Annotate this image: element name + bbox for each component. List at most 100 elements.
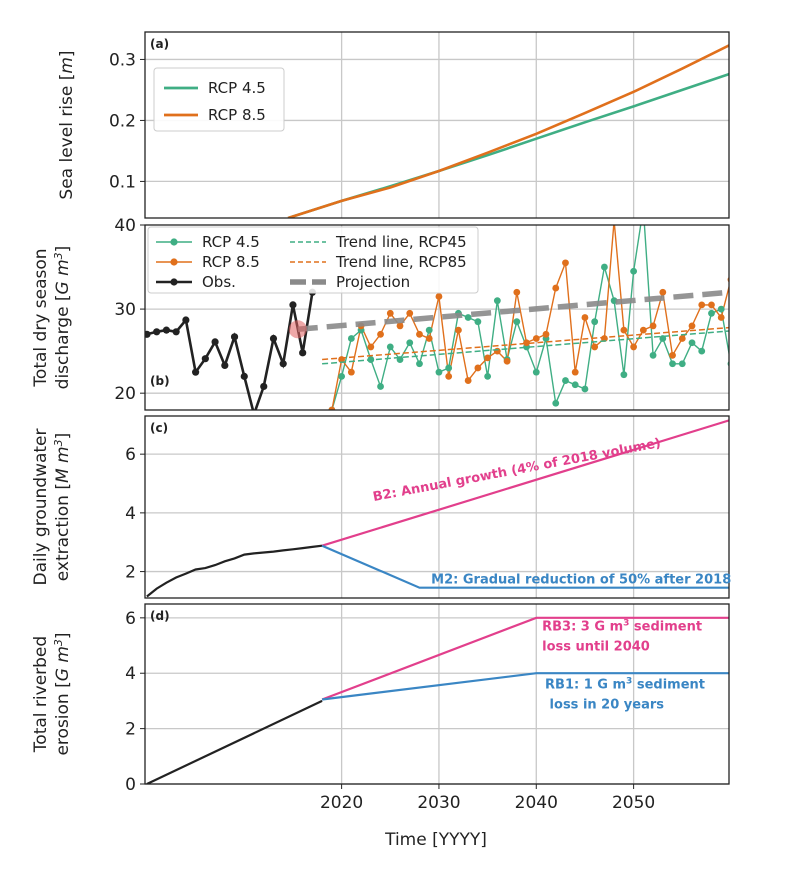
y-tick-label: 2 (125, 720, 136, 740)
point-rcp85 (532, 335, 540, 342)
series-line-obs (146, 292, 314, 410)
point-rcp85 (484, 354, 492, 362)
projection-line (297, 289, 729, 333)
legend-label: Obs. (202, 273, 236, 291)
series-line-historical-0 (146, 699, 323, 784)
panel-b: 20 30 40 (b) Total dry season discharge [G m3… (31, 216, 730, 418)
point-rcp85 (620, 326, 628, 334)
point-obs (211, 338, 219, 346)
panel-d: 0 2 4 6 (d) Total riverbed erosion [G m3] RB3: … (31, 603, 730, 795)
point-rcp45 (416, 360, 423, 368)
point-rcp85 (435, 293, 443, 300)
y-tick-label: 6 (125, 445, 136, 465)
point-rcp85 (406, 309, 414, 317)
point-rcp85 (523, 339, 530, 347)
point-rcp85 (639, 326, 647, 334)
point-obs (260, 382, 268, 391)
legend-marker (170, 258, 178, 266)
y-tick-label: 20 (114, 384, 136, 404)
series-line-rcp-8-5 (287, 44, 729, 218)
series-line-m2 (321, 544, 729, 589)
y-tick-label: 0.1 (109, 172, 136, 192)
point-rcp85 (649, 322, 657, 330)
point-obs (250, 411, 257, 418)
point-rcp45 (669, 360, 676, 368)
point-obs (269, 334, 278, 343)
point-rcp45 (591, 318, 599, 326)
legend-b: RCP 4.5 RCP 8.5 Obs. Trend line, RCP45 Trend… (147, 226, 479, 294)
point-rcp45 (377, 383, 384, 390)
x-axis-label: Time [YYYY] (384, 830, 487, 850)
point-rcp85 (708, 301, 715, 309)
point-rcp85 (503, 357, 511, 365)
point-rcp45 (552, 399, 560, 407)
y-tick-label: 0 (125, 775, 136, 795)
point-rcp45 (493, 297, 501, 305)
point-rcp45 (571, 381, 579, 389)
legend-label: RCP 4.5 (208, 79, 266, 97)
point-rcp45 (464, 314, 472, 321)
point-rcp45 (445, 364, 453, 372)
point-rcp85 (717, 314, 725, 321)
x-tick-label: 2040 (515, 793, 558, 813)
point-rcp85 (367, 343, 375, 351)
axes-frame (144, 603, 730, 785)
point-rcp85 (445, 372, 453, 380)
plot-area (146, 419, 729, 598)
point-obs (299, 349, 307, 357)
point-rcp45 (484, 372, 492, 380)
point-rcp85 (464, 377, 472, 384)
y-tick-label: 4 (125, 504, 136, 524)
axes-frame (144, 31, 730, 219)
legend-label: Trend line, RCP45 (335, 233, 467, 251)
plot-area (146, 616, 729, 784)
grid (145, 416, 729, 598)
panel-c: 2 4 6 (c) Daily groundwater extraction [M m3]… (31, 415, 731, 599)
y-axis-label: Sea level rise [m] (57, 50, 77, 199)
y-tick-label: 30 (114, 300, 136, 320)
plot-area (287, 44, 729, 218)
point-rcp85 (455, 326, 462, 334)
point-rcp85 (581, 314, 589, 321)
legend-frame (147, 226, 479, 294)
trend-line-rcp45 (322, 330, 729, 365)
point-rcp45 (338, 372, 346, 380)
annotation-0: RB3: 3 G m3 sediment loss until 2040 (542, 618, 702, 654)
point-rcp45 (562, 377, 569, 384)
legend-a: RCP 4.5 RCP 8.5 (153, 67, 285, 132)
trend-line-rcp85 (322, 326, 729, 361)
point-rcp45 (532, 368, 540, 376)
highlight-point (288, 320, 307, 339)
legend-label: Trend line, RCP85 (335, 253, 467, 271)
point-rcp85 (416, 330, 423, 338)
point-rcp45 (620, 371, 628, 379)
y-tick-label: 6 (125, 609, 136, 629)
point-rcp85 (377, 330, 384, 338)
panel-label: (a) (150, 37, 169, 51)
point-rcp85 (493, 347, 501, 355)
point-rcp85 (659, 288, 667, 296)
y-tick-label: 40 (114, 216, 136, 236)
point-rcp85 (347, 368, 355, 376)
point-obs (201, 355, 209, 363)
point-rcp45 (347, 335, 355, 342)
point-obs (221, 361, 229, 370)
point-rcp45 (406, 339, 414, 347)
point-rcp85 (328, 406, 336, 410)
series-line-b2 (321, 419, 729, 547)
point-rcp45 (649, 351, 657, 359)
legend-label: RCP 8.5 (208, 106, 266, 124)
legend-marker (170, 278, 178, 286)
point-rcp85 (474, 364, 482, 372)
y-tick-label: 2 (125, 563, 136, 583)
point-obs (240, 372, 248, 380)
annotation-0: B2: Annual growth (4% of 2018 volume) (372, 436, 662, 505)
point-rcp85 (678, 335, 686, 342)
point-rcp45 (435, 368, 443, 376)
point-obs (153, 328, 161, 336)
annotation-1: RB1: 1 G m3 sediment loss in 20 years (545, 676, 705, 712)
panel-label: (b) (150, 374, 170, 388)
panel-label: (d) (150, 609, 170, 623)
point-rcp45 (708, 309, 715, 317)
